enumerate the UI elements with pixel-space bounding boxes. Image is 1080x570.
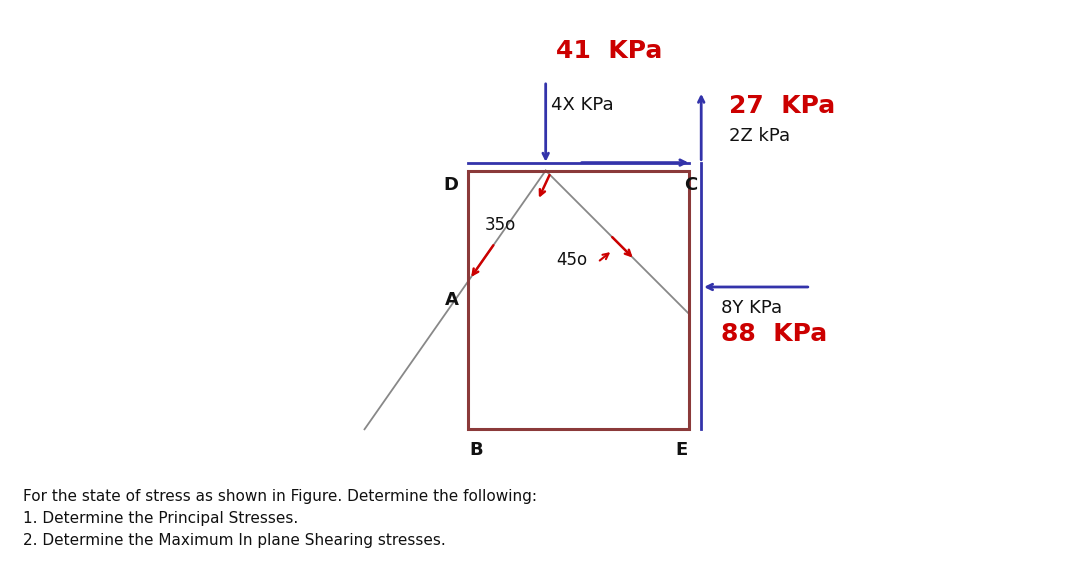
Text: 1. Determine the Principal Stresses.: 1. Determine the Principal Stresses.: [23, 511, 298, 526]
Text: 41  KPa: 41 KPa: [555, 39, 662, 63]
Text: E: E: [675, 441, 688, 459]
Text: 8Y KPa: 8Y KPa: [721, 299, 782, 317]
Text: 45o: 45o: [556, 251, 588, 269]
Text: 35o: 35o: [485, 216, 516, 234]
Text: 2Z kPa: 2Z kPa: [729, 127, 791, 145]
Text: A: A: [445, 291, 458, 309]
Text: D: D: [444, 176, 458, 194]
Text: 88  KPa: 88 KPa: [721, 322, 827, 346]
Text: 2. Determine the Maximum In plane Shearing stresses.: 2. Determine the Maximum In plane Sheari…: [23, 533, 445, 548]
Text: B: B: [470, 441, 483, 459]
Text: 27  KPa: 27 KPa: [729, 94, 835, 118]
Text: C: C: [685, 176, 698, 194]
Text: For the state of stress as shown in Figure. Determine the following:: For the state of stress as shown in Figu…: [23, 489, 537, 504]
Text: 4X KPa: 4X KPa: [551, 96, 613, 114]
